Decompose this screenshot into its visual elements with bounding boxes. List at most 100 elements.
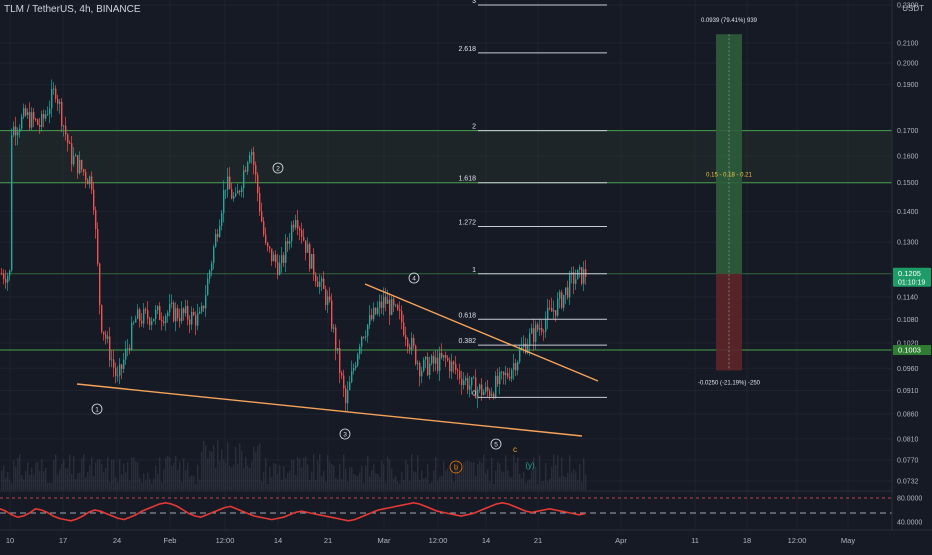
candle — [513, 363, 515, 370]
candle — [433, 355, 435, 364]
fib-label-5: 1 — [472, 267, 476, 274]
candle — [479, 384, 481, 390]
volume-bar — [403, 480, 405, 490]
volume-bar — [521, 478, 523, 490]
candle — [265, 234, 267, 243]
volume-bar — [55, 454, 57, 490]
candle — [247, 162, 249, 172]
volume-bar — [417, 454, 419, 490]
candle — [401, 311, 403, 323]
candle — [261, 211, 263, 222]
candle — [311, 253, 313, 269]
volume-bar — [511, 477, 513, 490]
volume-bar — [123, 463, 125, 490]
candle — [373, 307, 375, 320]
candle — [137, 309, 139, 319]
volume-bar — [79, 472, 81, 490]
candle — [503, 371, 505, 376]
volume-bar — [509, 476, 511, 490]
candle — [195, 315, 197, 326]
volume-bar — [9, 479, 11, 490]
volume-bar — [557, 455, 559, 490]
x-tick-0: 10 — [6, 536, 14, 545]
volume-bar — [429, 483, 431, 490]
volume-bar — [493, 483, 495, 490]
volume-bar — [531, 470, 533, 490]
volume-bar — [487, 469, 489, 490]
volume-bar — [301, 467, 303, 490]
y-tick-12: 0.0960 — [897, 366, 919, 373]
candle — [491, 393, 493, 396]
volume-bar — [303, 457, 305, 490]
volume-bar — [485, 473, 487, 490]
volume-bar — [279, 465, 281, 490]
candle — [489, 391, 491, 396]
candle — [75, 155, 77, 157]
candle — [457, 370, 459, 371]
candle — [259, 193, 261, 212]
candle — [313, 253, 315, 275]
level-price-value: 0.1003 — [898, 346, 921, 355]
candle — [159, 306, 161, 320]
volume-bar — [461, 468, 463, 490]
candle — [79, 160, 81, 174]
candle — [281, 255, 283, 264]
candle — [89, 176, 91, 185]
candle — [201, 305, 203, 312]
volume-bar — [143, 473, 145, 490]
candle — [487, 386, 489, 392]
volume-bar — [81, 458, 83, 490]
volume-bar — [391, 468, 393, 490]
volume-bar — [563, 475, 565, 490]
volume-bar — [181, 481, 183, 490]
volume-bar — [561, 457, 563, 490]
candle — [95, 210, 97, 229]
rsi-tick-80: 80.0000 — [897, 496, 922, 503]
volume-bar — [457, 460, 459, 490]
candle — [61, 101, 63, 127]
candle — [243, 170, 245, 189]
candle — [103, 331, 105, 335]
volume-bar — [343, 454, 345, 490]
volume-bar — [187, 462, 189, 490]
volume-bar — [121, 474, 123, 490]
candle — [447, 358, 449, 361]
candle — [349, 382, 351, 391]
candle — [389, 299, 391, 315]
volume-bar — [581, 481, 583, 490]
candle — [535, 324, 537, 342]
volume-bar — [199, 479, 201, 490]
volume-bar — [83, 454, 85, 490]
volume-bar — [367, 455, 369, 490]
volume-bar — [217, 440, 219, 490]
candle — [417, 363, 419, 364]
candle — [135, 318, 137, 323]
volume-bar — [365, 465, 367, 490]
volume-bar — [553, 454, 555, 490]
candle — [199, 311, 201, 314]
volume-bar — [271, 477, 273, 490]
candle — [337, 348, 339, 351]
candle — [161, 319, 163, 322]
candle — [23, 108, 25, 117]
candle — [65, 125, 67, 135]
volume-bar — [495, 470, 497, 490]
candle — [41, 113, 43, 128]
candle — [81, 160, 83, 170]
volume-bar — [355, 475, 357, 490]
candle — [537, 324, 539, 330]
volume-bar — [325, 481, 327, 490]
candle — [317, 281, 319, 287]
candle — [183, 308, 185, 314]
candle — [511, 369, 513, 379]
candle — [445, 355, 447, 359]
volume-bar — [91, 457, 93, 490]
volume-bar — [585, 474, 587, 490]
volume-bar — [193, 476, 195, 490]
wave-b-circle — [449, 460, 463, 474]
volume-bar — [311, 471, 313, 490]
volume-bar — [335, 478, 337, 490]
wave-label-c: c — [513, 445, 517, 454]
